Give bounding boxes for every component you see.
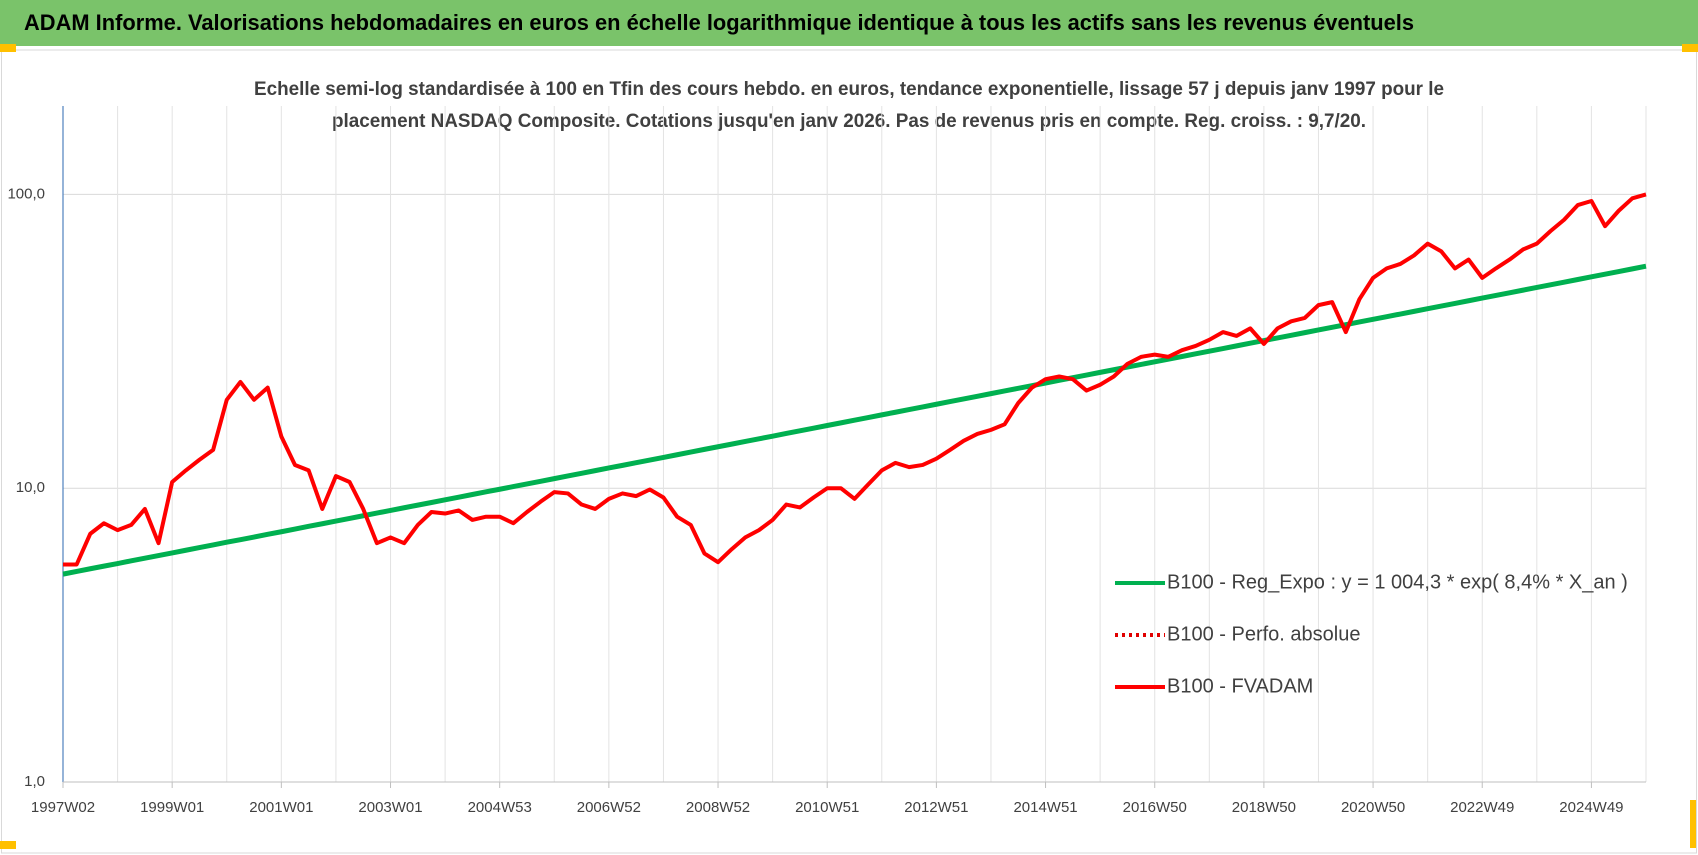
x-tick-label: 2022W49 (1450, 799, 1514, 816)
x-tick-label: 2020W50 (1341, 799, 1405, 816)
x-tick-label: 2018W50 (1232, 799, 1296, 816)
x-tick-label: 2010W51 (795, 799, 859, 816)
x-tick-label: 2003W01 (358, 799, 422, 816)
corner (0, 841, 16, 849)
page-title: ADAM Informe. Valorisations hebdomadaire… (24, 10, 1414, 35)
series-line (62, 263, 1647, 577)
x-tick-label: 2012W51 (904, 799, 968, 816)
y-tick-label: 100,0 (7, 185, 45, 202)
chart-subtitle: Echelle semi-log standardisée à 100 en T… (254, 79, 1444, 100)
y-tick-label: 1,0 (24, 773, 45, 790)
y-tick-label: 10,0 (16, 479, 45, 496)
series-line (63, 192, 1647, 567)
corner (1682, 44, 1698, 52)
x-tick-label: 2006W52 (577, 799, 641, 816)
x-tick-label: 1999W01 (140, 799, 204, 816)
chart-frame (1, 49, 1697, 854)
header-bar (0, 0, 1698, 46)
x-tick-label: 2001W01 (249, 799, 313, 816)
x-tick-label: 2004W53 (468, 799, 532, 816)
chart-subtitle: placement NASDAQ Composite. Cotations ju… (332, 111, 1366, 132)
x-tick-label: 1997W02 (31, 799, 95, 816)
corner (0, 44, 16, 52)
x-tick-label: 2014W51 (1013, 799, 1077, 816)
legend-label: B100 - FVADAM (1167, 675, 1313, 697)
x-tick-label: 2024W49 (1559, 799, 1623, 816)
x-tick-label: 2008W52 (686, 799, 750, 816)
legend-label: B100 - Reg_Expo : y = 1 004,3 * exp( 8,4… (1167, 571, 1628, 593)
x-tick-label: 2016W50 (1123, 799, 1187, 816)
corner (1690, 800, 1696, 848)
legend-label: B100 - Perfo. absolue (1167, 623, 1360, 645)
